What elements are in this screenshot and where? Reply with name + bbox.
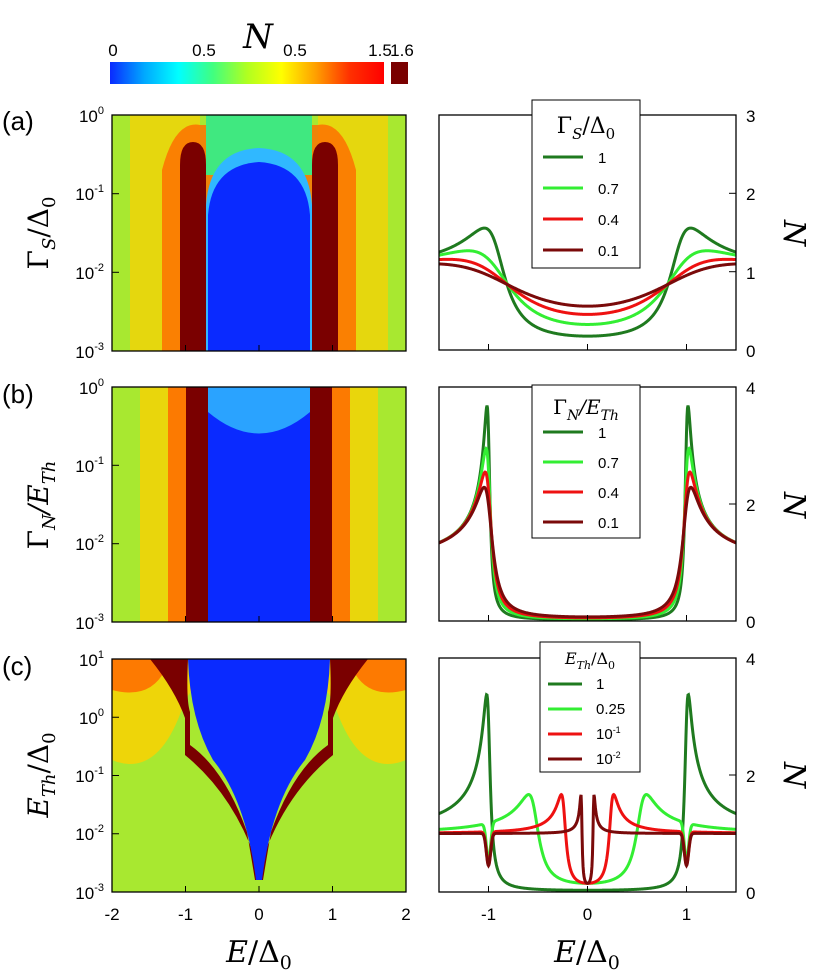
panel-label-a: (a): [2, 106, 34, 136]
heatmap-a: 100 10-1 10-2 10-3 ΓS/Δ0: [22, 105, 407, 362]
heatmap-c-xlabel-tick-0: -2: [104, 905, 119, 924]
line-panel-c-axis-xlabel: E/Δ0: [553, 935, 620, 974]
line-panel-c-axis-ylabel: N: [776, 761, 811, 790]
heatmap-c-xlabel-tick-1: -1: [178, 905, 193, 924]
line-panel-a-legend: [531, 99, 641, 269]
heatmap-a-ylabel-tick-2: 10-2: [75, 262, 104, 283]
heatmap-c-xlabel-tick-4: 2: [401, 905, 410, 924]
line-panel-c-legend: [539, 641, 641, 773]
colorbar-tick-0: 0: [108, 41, 117, 60]
heatmap-b-cyan-cap: [208, 387, 310, 434]
line-panel-c-legend-label-2: 10-1: [596, 725, 621, 743]
curvesA-series-3: [439, 262, 736, 308]
panel-label-b: (b): [2, 379, 34, 409]
heatmap-a-ylabel-tick-1: 10-1: [75, 183, 104, 204]
line-panel-a-ylabel-tick-0: 3: [746, 107, 755, 126]
heatmap-c-peak-right: [256, 659, 368, 880]
line-panel-c-xlabel-tick-1: 0: [583, 905, 592, 924]
heatmap-c-ylabel-tick-2: 10-1: [75, 765, 104, 786]
line-panel-b-legend-label-2: 0.4: [598, 485, 619, 502]
line-panel-b-axis-ylabel: N: [776, 491, 811, 520]
colorbar-gradient: [110, 62, 384, 84]
line-panel-c-xlabel-tick-2: 1: [682, 905, 691, 924]
line-panel-b-legend-label-3: 0.1: [598, 515, 619, 532]
line-panel-a-ylabel-tick-3: 0: [746, 342, 755, 361]
line-panel-a-ylabel-tick-2: 1: [746, 264, 755, 283]
heatmap-a-peak-right: [312, 142, 338, 351]
curvesA-series-0: [439, 226, 736, 338]
heatmap-c-peak-left: [150, 659, 262, 880]
line-panel-b-legend-label-1: 0.7: [598, 455, 619, 472]
line-panel-b-ylabel-tick-0: 4: [746, 379, 755, 398]
line-panel-c-ylabel-tick-0: 4: [746, 650, 755, 669]
curvesA-series-2: [439, 257, 736, 316]
heatmap-c-ylabel-tick-3: 10-2: [75, 823, 104, 844]
heatmap-c: 101 100 10-1 10-2 10-3 -2 -1 0 1 2 ETh/Δ…: [22, 649, 411, 974]
line-panel-a-legend-label-0: 1: [598, 150, 606, 167]
colorbar-overflow-swatch: [391, 62, 408, 84]
heatmap-a-peak-left: [180, 142, 206, 351]
line-panel-a-legend-label-2: 0.4: [598, 212, 619, 229]
line-panel-c-legend-label-0: 1: [596, 676, 604, 693]
line-panel-c-curves: [439, 692, 736, 892]
colorbar-tick-2: 0.5: [283, 41, 307, 60]
heatmap-c-axis-ylabel: ETh/Δ0: [22, 732, 60, 818]
heatmap-c-gap-zone: [188, 659, 330, 880]
line-panel-a-legend-label-3: 0.1: [598, 243, 619, 260]
line-panel-a-legend-label-1: 0.7: [598, 181, 619, 198]
heatmap-b: 100 10-1 10-2 10-3 ΓN/ETh: [22, 377, 407, 633]
line-panel-b-legend-label-0: 1: [598, 425, 606, 442]
line-panel-b-legend-title: ΓN/ETh: [553, 395, 619, 424]
line-panel-c-ylabel-tick-2: 0: [746, 884, 755, 903]
heatmap-c-ylabel-tick-4: 10-3: [75, 882, 104, 903]
line-panel-c-ylabel-tick-1: 2: [746, 767, 755, 786]
heatmap-b-ylabel-tick-2: 10-2: [75, 533, 104, 554]
heatmap-c-ylabel-tick-0: 101: [79, 649, 104, 670]
line-panel-c-xlabel-tick-0: -1: [481, 905, 496, 924]
curvesC-series-3: [439, 794, 736, 885]
heatmap-b-ylabel-tick-3: 10-3: [75, 612, 104, 633]
heatmap-b-peak-left: [186, 387, 208, 622]
line-panel-a-curves: [439, 226, 736, 338]
colorbar-tick-3: 1.5: [368, 41, 392, 60]
heatmap-c-xlabel-tick-3: 1: [328, 905, 337, 924]
panel-label-c: (c): [2, 651, 32, 681]
line-panel-b-ylabel-tick-1: 2: [746, 496, 755, 515]
line-panel-a: 3 2 1 0 N ΓS/Δ0 1 0.7 0.4 0.1: [438, 99, 811, 361]
heatmap-a-ylabel-tick-3: 10-3: [75, 341, 104, 362]
line-panel-a-legend-title: ΓS/Δ0: [557, 114, 615, 143]
line-panel-c-legend-label-1: 0.25: [596, 701, 625, 718]
heatmap-c-axis-xlabel: E/Δ0: [225, 935, 292, 974]
line-panel-b-ylabel-tick-2: 0: [746, 613, 755, 632]
heatmap-a-ylabel-tick-0: 100: [79, 105, 104, 126]
heatmap-a-axis-ylabel: ΓS/Δ0: [22, 197, 60, 270]
heatmap-a-gap-zone: [208, 162, 310, 351]
line-panel-c: 4 2 0 -1 0 1 N E/Δ0 ETh/Δ0 1 0.25 10-1 1…: [438, 641, 811, 974]
heatmap-c-xlabel-tick-2: 0: [254, 905, 263, 924]
line-panel-c-legend-title: ETh/Δ0: [564, 649, 615, 672]
line-panel-b: 4 2 0 N ΓN/ETh 1 0.7 0.4 0.1: [438, 379, 811, 632]
colorbar-tick-4: 1.6: [390, 41, 414, 60]
heatmap-b-axis-ylabel: ΓN/ETh: [22, 461, 60, 550]
colorbar: N 0 0.5 0.5 1.5 1.6: [108, 17, 414, 84]
heatmap-b-ylabel-tick-1: 10-1: [75, 455, 104, 476]
heatmap-b-peak-right: [310, 387, 332, 622]
line-panel-c-legend-label-3: 10-2: [596, 750, 621, 768]
heatmap-c-ylabel-tick-1: 100: [79, 707, 104, 728]
curvesA-series-1: [439, 249, 736, 326]
heatmap-b-ylabel-tick-0: 100: [79, 377, 104, 398]
line-panel-a-axis-ylabel: N: [776, 219, 811, 248]
colorbar-title: N: [242, 17, 274, 57]
colorbar-tick-1: 0.5: [192, 41, 216, 60]
line-panel-a-ylabel-tick-1: 2: [746, 185, 755, 204]
